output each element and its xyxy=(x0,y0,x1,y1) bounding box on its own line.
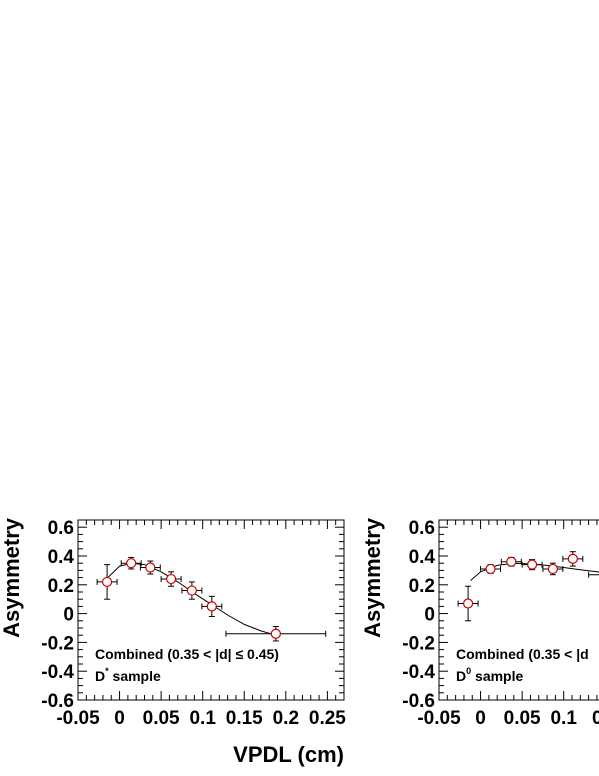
annotation-sample-sup: * xyxy=(105,666,109,676)
y-tick-label: 0.4 xyxy=(48,547,75,568)
data-point xyxy=(160,571,182,587)
x-tick-label: 0.05 xyxy=(504,708,541,729)
point-marker xyxy=(462,598,474,609)
y-tick-label: 0.6 xyxy=(48,518,74,539)
x-tick-label: 0.05 xyxy=(143,708,180,729)
annotation-combined: Combined (0.35 < |d xyxy=(456,646,589,662)
y-tick-label: -0.2 xyxy=(402,633,435,654)
y-tick-label: -0.4 xyxy=(402,662,435,683)
point-marker xyxy=(270,628,281,639)
data-point xyxy=(480,563,502,575)
annotation-sample: D0 sample xyxy=(456,666,523,684)
x-tick-label: -0.05 xyxy=(56,708,100,729)
annotation-sample-letter: D xyxy=(95,668,105,684)
data-point xyxy=(120,556,142,570)
annotation-combined: Combined (0.35 < |d| ≤ 0.45) xyxy=(95,646,279,662)
annotation-sample-word: sample xyxy=(109,668,161,684)
y-tick-label: -0.4 xyxy=(41,662,74,683)
x-tick-label: 0.15 xyxy=(226,708,263,729)
point-marker xyxy=(186,585,197,596)
data-point xyxy=(542,562,564,576)
point-marker xyxy=(567,553,578,564)
y-tick-label: -0.6 xyxy=(41,691,74,712)
data-point xyxy=(201,595,223,617)
annotation-sample-sup: 0 xyxy=(466,666,471,676)
y-tick-label: 0.2 xyxy=(409,576,435,597)
point-marker xyxy=(526,559,538,570)
data-point xyxy=(521,559,543,571)
data-point xyxy=(588,571,599,578)
x-tick-label: 0.1 xyxy=(592,708,599,729)
point-marker xyxy=(145,562,156,573)
annotation-sample-word: sample xyxy=(471,668,523,684)
x-tick-label: 0 xyxy=(475,708,486,729)
x-axis-title: VPDL (cm) xyxy=(233,742,344,767)
y-axis-title: Asymmetry xyxy=(0,517,24,638)
x-tick-label: 0 xyxy=(114,708,125,729)
x-tick-label: 0.2 xyxy=(273,708,299,729)
data-point xyxy=(457,585,479,622)
point-marker xyxy=(506,556,517,567)
annotation-sample-letter: D xyxy=(456,668,466,684)
x-tick-label: -0.05 xyxy=(417,708,461,729)
x-tick-label: 0.25 xyxy=(309,708,346,729)
point-marker xyxy=(166,573,177,585)
y-tick-label: 0 xyxy=(424,605,435,626)
point-marker xyxy=(126,558,137,569)
y-tick-label: 0.4 xyxy=(409,547,436,568)
data-point xyxy=(139,560,161,575)
data-point xyxy=(181,581,203,600)
data-point xyxy=(500,556,522,567)
chart-panel-1: 0.6 0.4 0.2 0 -0.2 -0.4 -0.6-0.05 0 0.05 0.1 0.15 0… xyxy=(0,517,346,767)
y-tick-label: 0 xyxy=(63,605,74,626)
x-tick-label: 0.1 xyxy=(550,708,577,729)
y-tick-label: -0.6 xyxy=(402,691,435,712)
point-marker xyxy=(101,576,113,588)
y-tick-label: -0.2 xyxy=(41,633,74,654)
point-marker xyxy=(206,601,217,612)
annotation-sample: D* sample xyxy=(95,666,161,684)
point-marker xyxy=(485,563,496,575)
data-point xyxy=(562,551,584,567)
y-axis-title: Asymmetry xyxy=(360,517,385,638)
data-point xyxy=(96,564,118,600)
x-tick-label: 0.1 xyxy=(189,708,216,729)
point-marker xyxy=(547,563,558,575)
y-tick-label: 0.2 xyxy=(48,576,74,597)
chart-panel-2: 0.6 0.4 0.2 0 -0.2 -0.4 -0.6-0.05 0 0.05 0.1 0.1 As… xyxy=(360,517,599,729)
y-tick-label: 0.6 xyxy=(409,518,435,539)
data-point xyxy=(225,626,327,642)
